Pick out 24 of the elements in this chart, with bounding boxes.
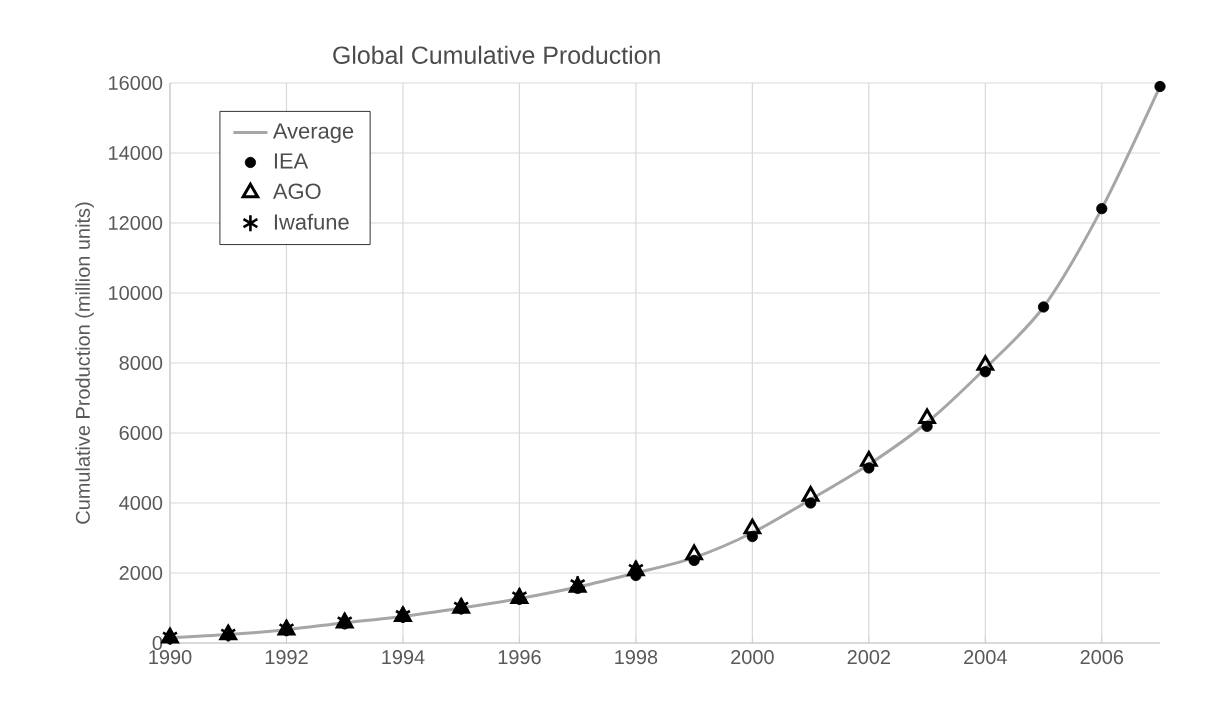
y-tick-label: 8000 [119, 355, 163, 371]
x-tick-label: 2004 [964, 650, 1007, 665]
x-tick-label: 1994 [382, 650, 425, 665]
y-tick-label: 6000 [119, 425, 163, 441]
x-tick-label: 1996 [498, 650, 541, 665]
chart-title: Global Cumulative Production [333, 45, 660, 65]
x-tick-label: 1998 [615, 650, 658, 665]
legend-label: Average [272, 123, 354, 143]
x-tick-label: 2000 [731, 650, 774, 665]
x-tick-label: 1992 [265, 650, 308, 665]
y-tick-label: 16000 [109, 75, 163, 91]
legend-label: AGO [272, 183, 321, 199]
y-axis-title: Cumulative Production (million units) [75, 202, 94, 524]
x-tick-label: 2002 [847, 650, 890, 665]
y-tick-label: 0 [152, 635, 163, 651]
y-tick-label: 4000 [119, 495, 163, 511]
legend-label: IEA [274, 153, 309, 169]
x-tick-label: 1990 [149, 650, 192, 665]
y-tick-label: 10000 [109, 285, 163, 301]
y-tick-label: 14000 [109, 145, 163, 161]
y-tick-label: 2000 [119, 565, 163, 581]
x-tick-label: 2006 [1080, 650, 1124, 665]
y-tick-label: 12000 [109, 215, 163, 231]
legend-label: Iwafune [274, 213, 349, 230]
